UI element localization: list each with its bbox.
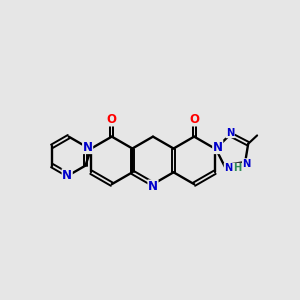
Text: N: N (224, 163, 232, 173)
Text: N: N (213, 140, 223, 154)
Text: O: O (107, 113, 117, 126)
Text: N: N (62, 169, 72, 182)
Text: O: O (189, 113, 199, 126)
Text: H: H (233, 163, 242, 173)
Text: N: N (82, 140, 93, 154)
Text: N: N (242, 159, 251, 169)
Text: N: N (226, 128, 234, 138)
Text: N: N (148, 180, 158, 193)
